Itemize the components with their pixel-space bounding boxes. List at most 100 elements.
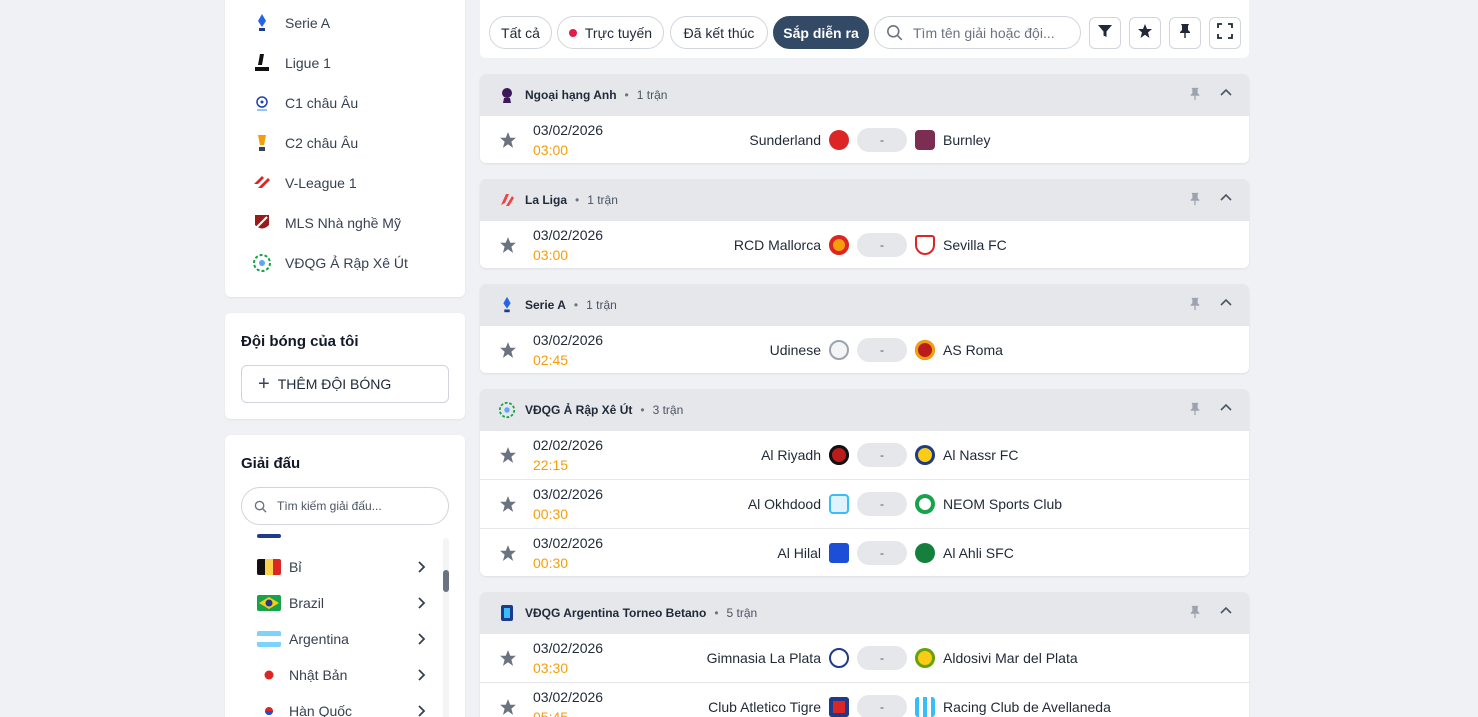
filter-button[interactable]: [1089, 17, 1121, 49]
favorites-button[interactable]: [1129, 17, 1161, 49]
league-group-argentina: VĐQG Argentina Torneo Betano • 5 trận 03…: [480, 592, 1249, 717]
plus-icon: +: [258, 373, 270, 395]
away-team-name: Burnley: [943, 132, 991, 148]
filter-live-button[interactable]: Trực tuyến: [557, 16, 664, 49]
favorite-star-icon[interactable]: [499, 544, 517, 567]
country-item-japan[interactable]: Nhật Bản: [257, 663, 429, 687]
separator-dot: •: [714, 605, 719, 620]
ligue1-logo-icon: [251, 52, 273, 74]
league-name: Serie A: [525, 297, 566, 312]
fullscreen-button[interactable]: [1209, 17, 1241, 49]
away-team-logo-icon: [915, 494, 935, 514]
match-row[interactable]: 03/02/2026 03:30 Gimnasia La Plata - Ald…: [480, 633, 1249, 682]
league-name: VĐQG Ả Rập Xê Út: [525, 402, 633, 417]
home-team-name: Al Riyadh: [761, 447, 821, 463]
away-team-logo-icon: [915, 235, 935, 255]
chevron-right-icon: [413, 703, 429, 717]
collapse-chevron-up-icon[interactable]: [1219, 401, 1233, 418]
home-team-logo-icon: [829, 494, 849, 514]
league-group-header[interactable]: Ngoại hạng Anh • 1 trận: [480, 74, 1249, 115]
country-label: Brazil: [289, 595, 325, 611]
funnel-icon: [1097, 23, 1113, 44]
team-search-input[interactable]: Tìm tên giải hoặc đội...: [874, 16, 1081, 49]
country-item-belgium[interactable]: Bỉ: [257, 555, 429, 579]
home-team-logo-icon: [829, 340, 849, 360]
league-group-header[interactable]: Serie A • 1 trận: [480, 284, 1249, 325]
match-row[interactable]: 03/02/2026 05:45 Club Atletico Tigre - R…: [480, 682, 1249, 717]
filter-upcoming-button[interactable]: Sắp diễn ra: [773, 16, 869, 49]
country-item-brazil[interactable]: Brazil: [257, 591, 429, 615]
collapse-chevron-up-icon[interactable]: [1219, 296, 1233, 313]
collapse-chevron-up-icon[interactable]: [1219, 86, 1233, 103]
away-team-name: Aldosivi Mar del Plata: [943, 650, 1078, 666]
brazil-flag-icon: [257, 595, 281, 611]
pinned-button[interactable]: [1169, 17, 1201, 49]
match-filter-bar: Tất cả Trực tuyến Đã kết thúc Sắp diễn r…: [480, 0, 1249, 58]
match-row[interactable]: 03/02/2026 00:30 Al Okhdood - NEOM Sport…: [480, 479, 1249, 528]
filter-finished-button[interactable]: Đã kết thúc: [670, 16, 768, 49]
pin-league-icon[interactable]: [1188, 604, 1202, 623]
match-date: 03/02/2026: [533, 332, 604, 348]
add-team-button[interactable]: + THÊM ĐỘI BÓNG: [241, 365, 449, 403]
collapse-chevron-up-icon[interactable]: [1219, 191, 1233, 208]
league-group-header[interactable]: VĐQG Argentina Torneo Betano • 5 trận: [480, 592, 1249, 633]
add-team-label: THÊM ĐỘI BÓNG: [277, 376, 392, 392]
match-row[interactable]: 03/02/2026 03:00 RCD Mallorca - Sevilla …: [480, 220, 1249, 268]
chevron-right-icon: [413, 631, 429, 650]
sidebar-league-c2[interactable]: C2 châu Âu: [251, 131, 358, 155]
away-team-name: Racing Club de Avellaneda: [943, 699, 1111, 715]
home-team-logo-icon: [829, 543, 849, 563]
south-korea-flag-icon: [257, 703, 281, 717]
sidebar-league-c1[interactable]: C1 châu Âu: [251, 91, 358, 115]
country-item-argentina[interactable]: Argentina: [257, 627, 429, 651]
sidebar-league-saudi[interactable]: VĐQG Ả Rập Xê Út: [251, 251, 408, 275]
sidebar-league-vleague[interactable]: V-League 1: [251, 171, 357, 195]
scrollbar-thumb[interactable]: [443, 570, 449, 592]
match-row[interactable]: 03/02/2026 02:45 Udinese - AS Roma: [480, 325, 1249, 373]
favorite-star-icon[interactable]: [499, 131, 517, 154]
collapse-chevron-up-icon[interactable]: [1219, 604, 1233, 621]
pin-league-icon[interactable]: [1188, 401, 1202, 420]
match-time: 22:15: [533, 457, 569, 473]
away-team-name: AS Roma: [943, 342, 1003, 358]
favorite-star-icon[interactable]: [499, 236, 517, 259]
match-row[interactable]: 03/02/2026 00:30 Al Hilal - Al Ahli SFC: [480, 528, 1249, 576]
country-label: Hàn Quốc: [289, 703, 353, 717]
match-time: 03:00: [533, 247, 569, 263]
pin-league-icon[interactable]: [1188, 86, 1202, 105]
league-group-header[interactable]: La Liga • 1 trận: [480, 179, 1249, 220]
favorite-star-icon[interactable]: [499, 495, 517, 518]
match-date: 03/02/2026: [533, 486, 604, 502]
home-team-name: Sunderland: [749, 132, 821, 148]
favorite-star-icon[interactable]: [499, 698, 517, 717]
filter-live-label: Trực tuyến: [584, 24, 653, 41]
favorite-star-icon[interactable]: [499, 341, 517, 364]
pin-league-icon[interactable]: [1188, 191, 1202, 210]
match-time: 00:30: [533, 555, 569, 571]
match-date: 03/02/2026: [533, 689, 604, 705]
match-count: 1 trận: [587, 192, 618, 207]
laliga-logo-icon: [498, 191, 516, 209]
match-row[interactable]: 03/02/2026 03:00 Sunderland - Burnley: [480, 115, 1249, 163]
uel-logo-icon: [251, 132, 273, 154]
pin-league-icon[interactable]: [1188, 296, 1202, 315]
match-score: -: [857, 233, 907, 257]
country-list-scrollbar[interactable]: [443, 538, 449, 717]
home-team-logo-icon: [829, 130, 849, 150]
home-team-name: Udinese: [769, 342, 821, 358]
favorite-star-icon[interactable]: [499, 446, 517, 469]
match-row[interactable]: 02/02/2026 22:15 Al Riyadh - Al Nassr FC: [480, 430, 1249, 479]
favorite-star-icon[interactable]: [499, 649, 517, 672]
sidebar-league-serie-a[interactable]: Serie A: [251, 11, 330, 35]
league-group-header[interactable]: VĐQG Ả Rập Xê Út • 3 trận: [480, 389, 1249, 430]
sidebar-league-ligue-1[interactable]: Ligue 1: [251, 51, 331, 75]
my-teams-card: Đội bóng của tôi + THÊM ĐỘI BÓNG: [225, 313, 465, 419]
sidebar-league-mls[interactable]: MLS Nhà nghề Mỹ: [251, 211, 401, 235]
country-label: Bỉ: [289, 559, 302, 575]
saudi-pro-league-logo-icon: [498, 401, 516, 419]
home-team-name: Club Atletico Tigre: [708, 699, 821, 715]
country-item-south-korea[interactable]: Hàn Quốc: [257, 699, 429, 717]
match-time: 02:45: [533, 352, 569, 368]
tournament-search-input[interactable]: Tìm kiếm giải đấu...: [241, 487, 449, 525]
filter-all-button[interactable]: Tất cả: [489, 16, 552, 49]
